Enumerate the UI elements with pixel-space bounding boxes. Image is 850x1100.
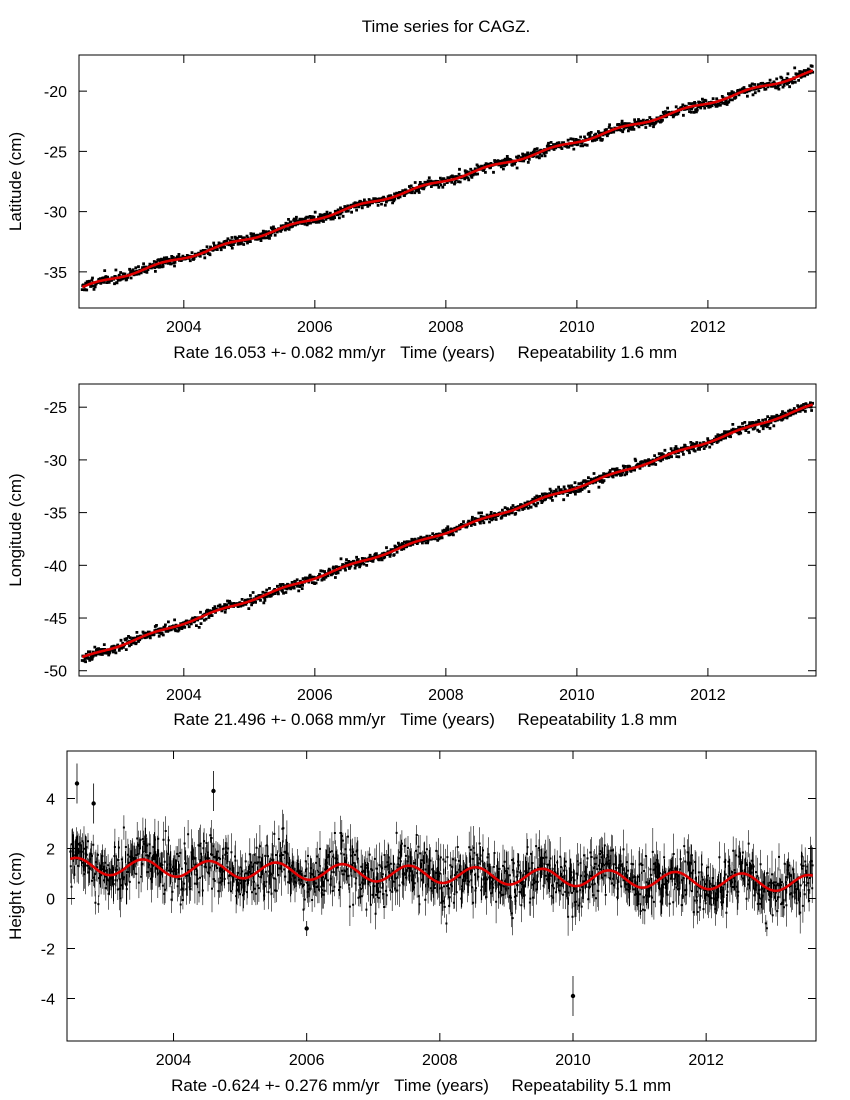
latitude-points — [80, 64, 815, 292]
latitude-rate-text: Rate 16.053 +- 0.082 mm/yr — [173, 343, 385, 362]
longitude-xtick-label: 2008 — [428, 687, 464, 704]
latitude-xtick-label: 2012 — [690, 319, 726, 336]
longitude-rate-text: Rate 21.496 +- 0.068 mm/yr — [173, 710, 385, 729]
height-xtick-label: 2010 — [555, 1052, 591, 1069]
latitude-xtick-label: 2008 — [428, 319, 464, 336]
longitude-panel: 2004 2006 2008 2010 2012 -50 -45 -40 -35 -30 -25 Lo… — [6, 383, 817, 729]
height-rate-text: Rate -0.624 +- 0.276 mm/yr — [171, 1076, 380, 1095]
latitude-model-line — [81, 69, 814, 289]
longitude-xtick-label: 2012 — [690, 687, 726, 704]
latitude-repeatability-text: Repeatability 1.6 mm — [518, 343, 678, 362]
latitude-ytick-label: -20 — [44, 84, 67, 101]
height-ytick-label: 2 — [46, 842, 55, 859]
latitude-panel: 2004 2006 2008 2010 2012 -35 -30 -25 -20 Latitude… — [6, 54, 817, 362]
latitude-xtick-label: 2004 — [166, 319, 202, 336]
height-panel: 2004 2006 2008 2010 2012 -4 -2 0 2 4 Height (cm) Ra… — [6, 750, 817, 1095]
height-data-points — [69, 763, 814, 1016]
latitude-x-axis-label: Time (years) — [400, 343, 495, 362]
latitude-xtick-label: 2006 — [297, 319, 333, 336]
height-ytick-label: -2 — [41, 942, 55, 959]
height-ytick-label: 4 — [46, 792, 55, 809]
longitude-xtick-label: 2006 — [297, 687, 333, 704]
height-model-line — [69, 856, 814, 893]
page-title: Time series for CAGZ. — [362, 17, 530, 36]
height-outlier-point — [91, 801, 96, 806]
longitude-repeatability-text: Repeatability 1.8 mm — [518, 710, 678, 729]
longitude-ytick-label: -45 — [44, 611, 67, 628]
height-outlier-point — [211, 788, 216, 794]
longitude-plot-frame — [78, 383, 817, 677]
latitude-plot-frame — [78, 54, 817, 309]
latitude-xtick-label: 2010 — [559, 319, 595, 336]
longitude-xtick-label: 2004 — [166, 687, 202, 704]
longitude-ytick-label: -30 — [44, 453, 67, 470]
height-points — [69, 826, 814, 930]
height-y-axis-label: Height (cm) — [6, 852, 25, 940]
height-x-axis-label: Time (years) — [394, 1076, 489, 1095]
height-plot-frame — [66, 750, 817, 1042]
height-ytick-label: 0 — [46, 892, 55, 909]
latitude-y-axis-label: Latitude (cm) — [6, 132, 25, 231]
longitude-ytick-label: -40 — [44, 558, 67, 575]
height-outlier-point — [304, 926, 309, 931]
latitude-ytick-label: -25 — [44, 144, 67, 161]
height-repeatability-text: Repeatability 5.1 mm — [512, 1076, 672, 1095]
height-xtick-label: 2012 — [688, 1052, 724, 1069]
longitude-ytick-label: -35 — [44, 506, 67, 523]
height-xtick-label: 2008 — [422, 1052, 458, 1069]
latitude-data-points — [80, 64, 815, 292]
longitude-y-axis-label: Longitude (cm) — [6, 473, 25, 586]
height-xtick-label: 2004 — [156, 1052, 192, 1069]
longitude-x-axis-label: Time (years) — [400, 710, 495, 729]
longitude-ytick-label: -50 — [44, 664, 67, 681]
latitude-ytick-label: -30 — [44, 205, 67, 222]
height-ytick-label: -4 — [41, 992, 55, 1009]
longitude-ytick-label: -25 — [44, 400, 67, 417]
latitude-ytick-label: -35 — [44, 265, 67, 282]
longitude-model-line — [81, 403, 814, 659]
longitude-xtick-label: 2010 — [559, 687, 595, 704]
height-outlier-point — [74, 781, 80, 786]
height-xtick-label: 2006 — [289, 1052, 325, 1069]
height-outlier-point — [570, 993, 576, 999]
